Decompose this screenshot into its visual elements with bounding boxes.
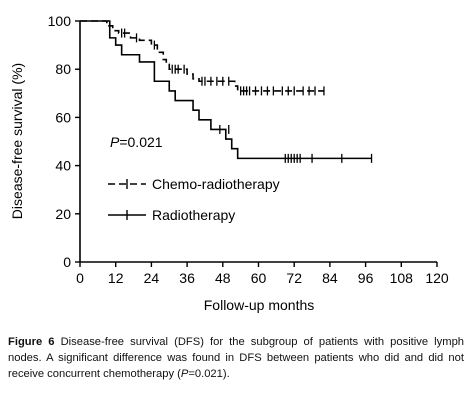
y-tick-label: 80 xyxy=(55,61,71,77)
x-tick-label: 36 xyxy=(179,270,195,286)
x-tick-label: 0 xyxy=(76,270,84,286)
series-layer xyxy=(80,20,373,163)
y-tick-label: 40 xyxy=(55,158,71,174)
x-axis-label: Follow-up months xyxy=(204,297,315,313)
caption-p-value: =0.021). xyxy=(188,368,230,380)
p-value-number: =0.021 xyxy=(119,134,162,150)
series-radiotherapy xyxy=(80,20,373,163)
y-tick-label: 100 xyxy=(48,13,72,29)
x-tick-label: 60 xyxy=(251,270,267,286)
x-tick-label: 108 xyxy=(390,270,414,286)
p-value-symbol: P xyxy=(110,134,120,150)
axes: 0 12 24 36 48 60 72 84 96 108 120 0 20 40 60 80 100 xyxy=(48,13,449,286)
x-tick-label: 12 xyxy=(108,270,124,286)
legend-item-chemo-radiotherapy: Chemo-radiotherapy xyxy=(108,176,280,192)
figure-label: Figure 6 xyxy=(8,336,55,348)
legend-item-radiotherapy: Radiotherapy xyxy=(108,207,235,223)
series-line-radiotherapy xyxy=(80,20,372,160)
x-tick-label: 96 xyxy=(358,270,374,286)
caption-p-symbol: P xyxy=(180,368,189,380)
figure-caption-text: Disease-free survival (DFS) for the subg… xyxy=(8,336,465,380)
legend-label-radiotherapy: Radiotherapy xyxy=(152,207,235,223)
legend: Chemo-radiotherapy Radiotherapy xyxy=(108,176,280,223)
x-tick-label: 72 xyxy=(286,270,302,286)
figure-caption: Figure 6 Disease-free survival (DFS) for… xyxy=(8,334,464,382)
legend-label-chemo-radiotherapy: Chemo-radiotherapy xyxy=(152,176,280,192)
survival-chart: 0 12 24 36 48 60 72 84 96 108 120 0 20 40 60 80 100 Foll… xyxy=(9,13,449,313)
series-chemo-radiotherapy xyxy=(80,20,325,96)
p-value-annotation: P=0.021 xyxy=(110,134,163,150)
y-axis-label: Disease-free survival (%) xyxy=(9,63,25,219)
x-tick-label: 24 xyxy=(144,270,160,286)
y-tick-label: 60 xyxy=(55,109,71,125)
x-tick-label: 48 xyxy=(215,270,231,286)
x-tick-label: 120 xyxy=(425,270,449,286)
series-line-chemo-radiotherapy xyxy=(80,20,324,92)
y-tick-label: 0 xyxy=(63,254,71,270)
x-tick-label: 84 xyxy=(322,270,338,286)
y-tick-label: 20 xyxy=(55,206,71,222)
